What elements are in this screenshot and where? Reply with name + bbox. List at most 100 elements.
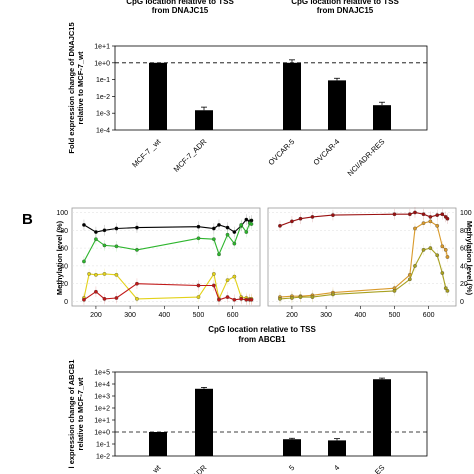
x-tick-label: 400 (158, 312, 170, 319)
series-point (212, 283, 216, 288)
chart-methylation-left: 0 20 40 60 80 100 200 300 400 500 600 (56, 207, 261, 319)
series-point (102, 243, 107, 248)
series-point (114, 272, 119, 277)
series-point (290, 219, 294, 224)
series-line (279, 220, 449, 298)
series-point (298, 216, 303, 221)
series-point (413, 226, 417, 231)
plot-frame (267, 207, 457, 307)
series-point (82, 259, 86, 264)
series-point (278, 297, 282, 301)
series-point (239, 223, 244, 227)
series-point (102, 272, 107, 276)
series-point (225, 225, 230, 230)
series-point (443, 248, 448, 252)
y-tick-label: 1e+1 (94, 44, 110, 51)
plot-frame (114, 371, 428, 457)
series-point (445, 255, 450, 259)
header-mid: CpG location relative to TSS from ABCB1 (208, 325, 316, 344)
y-tick-label: 1e-2 (96, 94, 110, 101)
series-point (440, 212, 445, 217)
series-point (310, 215, 315, 219)
series-point (413, 210, 417, 215)
methylation-ylabel-right: Methylation level (%) (465, 221, 474, 296)
chart-dnajc15-bars: 1e-4 1e-3 1e-2 1e-1 1e+0 1e+1 MCF-7 _wt MCF-7_A… (67, 22, 428, 178)
series-point (82, 297, 86, 302)
series-point (217, 223, 221, 227)
series-point (445, 216, 450, 221)
y-tick-label: 0 (460, 299, 464, 306)
bar (195, 110, 213, 130)
y-tick-label: 40 (60, 263, 68, 270)
bar (149, 432, 167, 456)
bar (328, 440, 346, 456)
y-tick-label: 80 (460, 228, 468, 235)
bar (328, 80, 346, 130)
series-point (94, 272, 98, 277)
y-tick-label: 100 (56, 210, 68, 217)
series-point (435, 223, 440, 228)
chart-abcb1-bars: 1e-2 1e-1 1e+0 1e+1 1e+2 1e+3 1e+4 1e+5 wt ADR 5 4 E… (67, 360, 428, 474)
series-point (244, 230, 249, 234)
y-tick-label: 20 (460, 281, 468, 288)
series-point (331, 292, 335, 297)
series-point (102, 228, 107, 233)
series-point (232, 274, 237, 279)
series-line (279, 247, 448, 300)
x-tick-label: 500 (193, 312, 205, 319)
y-tick-label: 20 (60, 281, 68, 288)
series-point (331, 213, 335, 217)
series-point (114, 244, 119, 249)
y-tick-label: 1e+0 (94, 60, 110, 67)
y-tick-label: 1e-1 (96, 77, 110, 84)
series-point (102, 297, 107, 301)
x-tick-label: 200 (90, 312, 102, 319)
series-point (435, 253, 440, 258)
y-axis-label: Fold expression change of DNAJC15relativ… (67, 22, 85, 153)
series-point (87, 272, 91, 276)
bar (195, 388, 213, 456)
series-point (94, 237, 98, 242)
category-label: 4 (332, 463, 341, 472)
series-point (445, 289, 450, 293)
x-tick-label: 400 (354, 312, 366, 319)
x-tick-label: 600 (227, 312, 239, 319)
x-tick-label: 300 (320, 312, 332, 319)
plot-frame (114, 45, 428, 131)
series-point (232, 230, 237, 234)
series-point (443, 286, 448, 291)
series-point (225, 232, 230, 237)
series-point (413, 264, 417, 268)
series-point (392, 289, 397, 293)
series-point (392, 212, 397, 217)
series-point (249, 218, 254, 223)
series-point (196, 283, 201, 288)
series-point (212, 226, 216, 231)
header-top-right: CpG location relative to TSS from DNAJC15 (291, 0, 399, 15)
y-tick-label: 100 (460, 210, 472, 217)
series-point (440, 244, 445, 249)
x-tick-label: 200 (286, 312, 298, 319)
category-label: MCF-7 _wt (130, 136, 163, 169)
panel-letter-b: B (22, 211, 33, 228)
y-tick-label: 1e+2 (94, 406, 110, 413)
series-point (428, 215, 433, 219)
series-point (435, 213, 440, 217)
y-tick-label: 80 (60, 228, 68, 235)
series-line (83, 272, 252, 301)
category-label: MCF-7_ADR (172, 137, 209, 174)
series-point (212, 237, 216, 242)
series-point (421, 221, 426, 225)
series-point (232, 241, 237, 246)
series-point (225, 295, 230, 299)
category-label: OVCAR-4 (311, 137, 341, 167)
series-point (114, 226, 119, 231)
series-point (290, 296, 294, 300)
category-label: wt (150, 462, 163, 474)
bar (373, 379, 391, 456)
series-point (135, 297, 139, 301)
chart-methylation-right: 0 20 40 60 80 100 200 300 400 500 600 (267, 207, 472, 319)
series-point (114, 296, 119, 300)
series-point (310, 295, 315, 299)
